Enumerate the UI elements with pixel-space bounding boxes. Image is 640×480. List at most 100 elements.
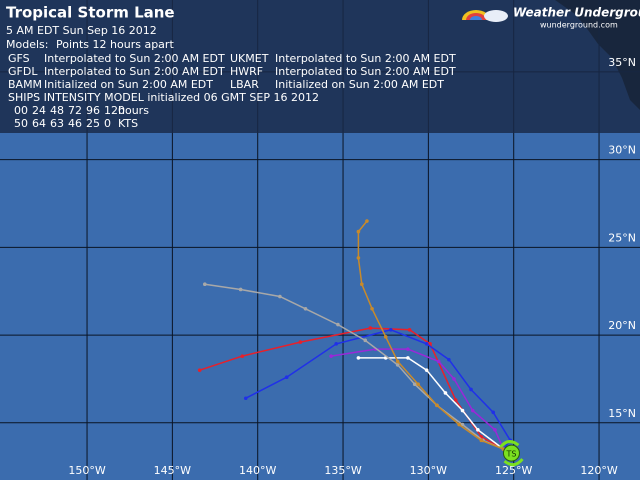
track-point	[298, 340, 303, 344]
track-point	[284, 375, 289, 379]
track-point	[238, 287, 243, 292]
track-point	[356, 256, 361, 260]
track-point	[424, 342, 429, 346]
track-point	[470, 408, 475, 413]
ships-hours-label: hours	[118, 104, 149, 117]
track-point	[389, 328, 393, 332]
track-point	[329, 354, 333, 358]
track-point	[334, 342, 339, 346]
track-point	[395, 359, 400, 364]
legend-model: GFS	[8, 52, 30, 65]
ships-kts: 46	[68, 117, 82, 130]
legend-model: UKMET	[230, 52, 269, 65]
ships-kts: 0	[104, 117, 111, 130]
track-point	[424, 368, 429, 372]
storm-swirl	[499, 440, 524, 467]
track-point	[407, 328, 412, 332]
logo-text: Weather Underground®	[513, 6, 640, 20]
models-label: Models:	[6, 38, 48, 51]
track-point	[436, 359, 441, 364]
track-line	[330, 348, 505, 450]
legend-status: Interpolated to Sun 2:00 AM EDT	[275, 65, 456, 78]
track-point	[453, 398, 458, 402]
lon-label: 150°W	[68, 464, 105, 477]
legend-model: HWRF	[230, 65, 263, 78]
track-point	[491, 410, 496, 415]
legend-model: BAMM	[8, 78, 42, 91]
storm-icon	[502, 444, 520, 462]
ships-hour: 00	[14, 104, 28, 117]
track-point	[476, 428, 480, 432]
ships-kts-label: KTS	[118, 117, 138, 130]
lon-label: 140°W	[239, 464, 276, 477]
track-point	[395, 363, 400, 367]
track-point	[303, 306, 308, 311]
ships-hour: 48	[50, 104, 64, 117]
track-point	[406, 356, 410, 360]
track-point	[443, 391, 448, 395]
ships-hour: 120	[104, 104, 125, 117]
lat-label: 20°N	[608, 319, 636, 332]
ships-title: SHIPS INTENSITY MODEL initialized 06 GMT…	[8, 91, 319, 104]
legend-status: Initialized on Sun 2:00 AM EDT	[275, 78, 444, 91]
legend-model: LBAR	[230, 78, 259, 91]
track-point	[365, 219, 369, 223]
tracks	[197, 219, 513, 451]
ships-kts: 50	[14, 117, 28, 130]
logo-cloud	[484, 10, 508, 22]
lon-label: 125°W	[495, 464, 532, 477]
lat-label: 15°N	[608, 407, 636, 420]
ships-kts: 25	[86, 117, 100, 130]
logo: Weather Underground® wunderground.com	[462, 6, 640, 30]
legend-model: GFDL	[8, 65, 38, 78]
title: Tropical Storm Lane	[6, 4, 175, 22]
track-point	[479, 438, 484, 443]
legend-status: Initialized on Sun 2:00 AM EDT	[44, 78, 213, 91]
track-point	[447, 357, 451, 362]
track-line	[245, 329, 512, 450]
track-point	[203, 282, 207, 287]
track-point	[278, 294, 282, 299]
legend-status: Interpolated to Sun 2:00 AM EDT	[44, 52, 225, 65]
issued: 5 AM EDT Sun Sep 16 2012	[6, 24, 157, 37]
track-point	[406, 347, 410, 351]
legend-status: Interpolated to Sun 2:00 AM EDT	[275, 52, 456, 65]
track-point	[452, 377, 456, 381]
track-point	[370, 306, 374, 311]
header-band	[0, 0, 640, 133]
track-point	[356, 229, 361, 234]
lon-label: 130°W	[410, 464, 447, 477]
ships-kts: 63	[50, 117, 64, 130]
ships-hour: 96	[86, 104, 100, 117]
track-line	[204, 283, 504, 450]
track-point	[360, 282, 364, 287]
track-line	[357, 220, 504, 450]
track-point	[416, 382, 420, 387]
track-point	[368, 326, 373, 330]
models-note: Points 12 hours apart	[56, 38, 174, 51]
track-point	[336, 322, 340, 327]
track-point	[457, 422, 461, 427]
ships-hour: 72	[68, 104, 82, 117]
lat-label: 25°N	[608, 231, 636, 244]
track-point	[469, 387, 473, 392]
track-point	[493, 428, 497, 432]
track-point	[383, 335, 388, 339]
track-point	[240, 354, 245, 358]
track-point	[435, 403, 439, 408]
lon-label: 145°W	[154, 464, 191, 477]
lon-label: 120°W	[580, 464, 617, 477]
lat-label: 35°N	[608, 56, 636, 69]
track-point	[363, 338, 368, 343]
storm-label: TS	[505, 450, 516, 459]
logo-icon	[470, 16, 482, 20]
track-point	[412, 382, 417, 387]
ships-kts: 64	[32, 117, 46, 130]
track-point	[460, 408, 465, 413]
lat-label: 30°N	[608, 144, 636, 157]
ships-hour: 24	[32, 104, 46, 117]
track-point	[356, 356, 361, 360]
lon-label: 135°W	[324, 464, 361, 477]
